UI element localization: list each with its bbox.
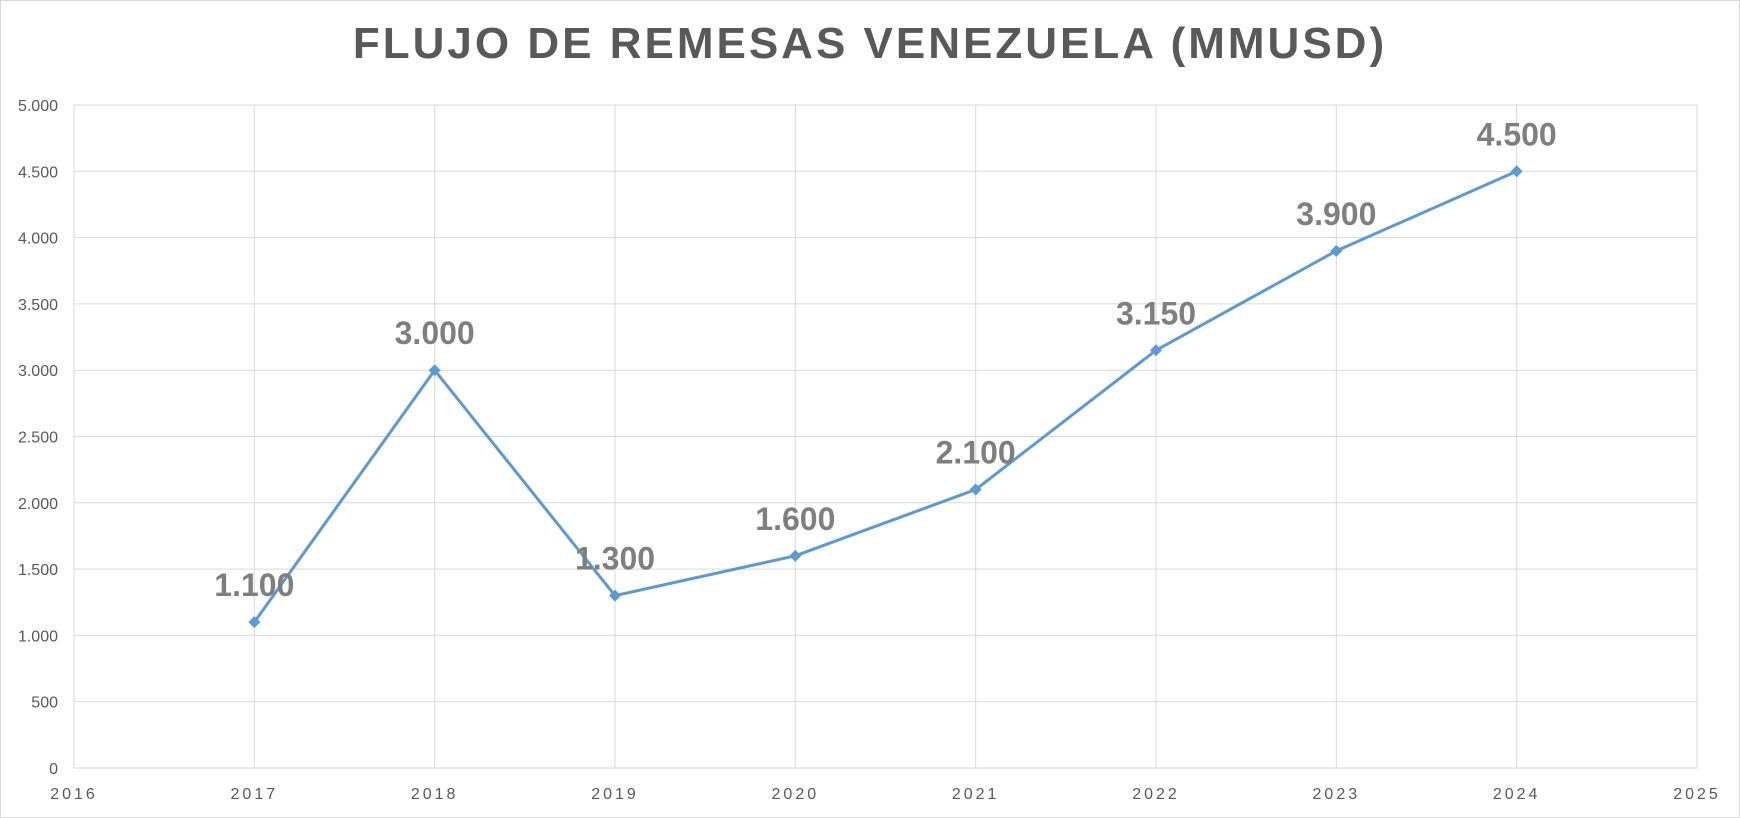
x-tick-label: 2021 xyxy=(952,786,1000,803)
y-tick-label: 500 xyxy=(31,695,58,712)
data-point-marker xyxy=(1510,165,1523,178)
y-tick-label: 2.000 xyxy=(18,496,58,513)
data-point-marker xyxy=(1330,244,1343,257)
axis-layer: 0 500 1.000 1.500 2.000 2.500 3.000 3.500 4.000 4… xyxy=(18,98,1721,803)
data-label: 1.100 xyxy=(214,567,294,603)
data-label: 1.600 xyxy=(755,501,835,537)
series-line xyxy=(253,169,1518,624)
y-tick-label: 3.000 xyxy=(18,363,58,380)
grid-layer xyxy=(73,104,1698,769)
data-point-marker xyxy=(428,364,441,377)
y-tick-label: 0 xyxy=(49,761,58,778)
label-layer: 1.100 3.000 1.300 1.600 2.100 3.150 3.900 4.500 xyxy=(214,116,1556,603)
data-label: 3.000 xyxy=(395,315,475,351)
x-tick-label: 2020 xyxy=(772,786,820,803)
data-point-marker xyxy=(789,549,802,562)
y-tick-label: 4.000 xyxy=(18,231,58,248)
y-tick-label: 1.500 xyxy=(18,562,58,579)
data-point-marker xyxy=(1150,344,1162,357)
data-label: 1.300 xyxy=(575,541,655,577)
x-tick-label: 2016 xyxy=(50,786,98,803)
data-point-marker xyxy=(248,616,261,629)
x-tick-label: 2018 xyxy=(411,786,459,803)
x-tick-label: 2022 xyxy=(1132,786,1180,803)
series-layer xyxy=(248,165,1523,629)
y-tick-label: 2.500 xyxy=(18,430,58,447)
data-point-marker xyxy=(969,483,982,496)
data-label: 2.100 xyxy=(936,435,1016,471)
x-tick-label: 2019 xyxy=(591,786,639,803)
data-label: 3.150 xyxy=(1116,295,1196,331)
y-tick-label: 3.500 xyxy=(18,297,58,314)
x-tick-label: 2025 xyxy=(1673,786,1721,803)
x-tick-label: 2024 xyxy=(1493,786,1541,803)
x-tick-label: 2023 xyxy=(1313,786,1361,803)
y-tick-label: 1.000 xyxy=(18,628,58,645)
y-tick-label: 4.500 xyxy=(18,164,58,181)
x-tick-label: 2017 xyxy=(231,786,279,803)
data-label: 3.900 xyxy=(1296,196,1376,232)
data-point-marker xyxy=(609,589,621,602)
chart-title: FLUJO DE REMESAS VENEZUELA (MMUSD) xyxy=(352,19,1388,68)
data-label: 4.500 xyxy=(1477,116,1557,152)
y-tick-label: 5.000 xyxy=(18,98,58,115)
